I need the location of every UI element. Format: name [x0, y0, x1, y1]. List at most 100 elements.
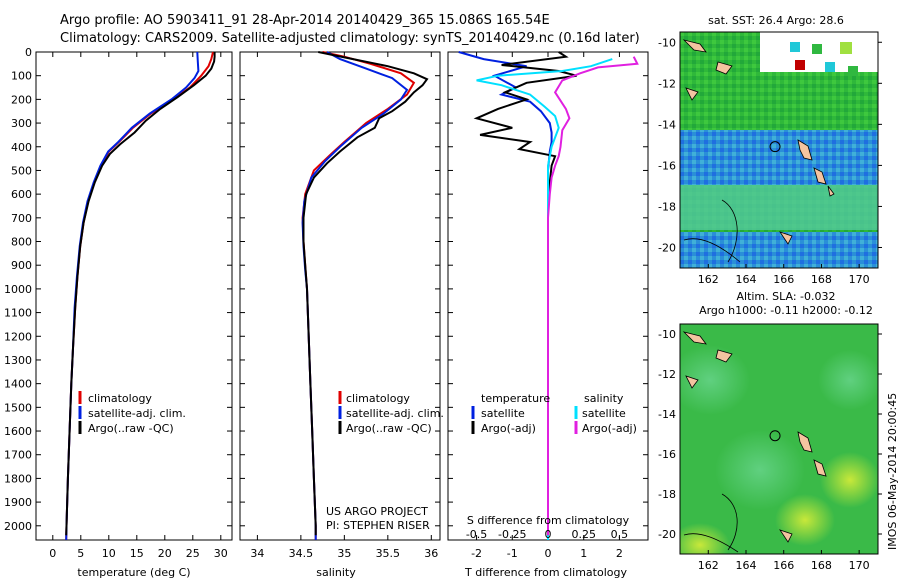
sst-cell — [825, 62, 835, 72]
sst-cell — [795, 60, 805, 70]
lon-tick-label: 170 — [849, 273, 870, 286]
sst-field-mid — [680, 185, 878, 230]
x-tick-label: 30 — [214, 547, 228, 560]
legend-label-climatology: climatology — [346, 392, 410, 405]
difference-y-ticks — [448, 51, 648, 527]
legend-label-s-satellite: satellite — [582, 407, 626, 420]
depth-tick-label: 100 — [11, 70, 32, 83]
sst-cell — [840, 42, 852, 54]
island-shape — [682, 39, 707, 53]
lat-tick-label: -18 — [658, 488, 676, 501]
island-shape — [682, 331, 707, 345]
lat-tick-label: -18 — [658, 200, 676, 213]
sst-field-cool-south — [680, 232, 878, 268]
project-label: US ARGO PROJECT — [326, 505, 428, 518]
legend-label-climatology: climatology — [88, 392, 152, 405]
depth-tick-label: 1700 — [4, 449, 32, 462]
depth-tick-label: 1800 — [4, 472, 32, 485]
temperature-panel: 0100200300400500600700800900100011001200… — [4, 46, 233, 579]
series-line-salinity-argo — [547, 56, 639, 536]
depth-tick-label: 1000 — [4, 283, 32, 296]
depth-tick-label: 400 — [11, 141, 32, 154]
lon-tick-label: 168 — [811, 273, 832, 286]
legend-title-temperature: temperature — [481, 392, 550, 405]
legend-label-t-satellite: satellite — [481, 407, 525, 420]
x-tick-label: 36 — [424, 547, 438, 560]
salinity-y-ticks — [240, 51, 440, 527]
x-tick-label: -1 — [507, 547, 518, 560]
profile-location-marker — [769, 141, 781, 153]
lon-tick-label: 164 — [736, 273, 757, 286]
lon-tick-label: 162 — [698, 273, 719, 286]
sst-map-frame — [679, 31, 879, 269]
lat-tick-label: -16 — [658, 448, 676, 461]
x-tick-label: 35 — [337, 547, 351, 560]
lat-tick-label: -10 — [658, 328, 676, 341]
legend-label-t-argo: Argo(-adj) — [481, 422, 536, 435]
sla-anomaly — [820, 452, 878, 508]
lon-tick-label: 162 — [698, 559, 719, 572]
s-difference-x-label: S difference from climatology — [467, 514, 630, 527]
sla-map-title-line1: Altim. SLA: -0.032 — [736, 290, 835, 303]
s-tick-label: 0 — [545, 528, 552, 541]
lat-tick-label: -12 — [658, 77, 676, 90]
s-tick-label: 0.5 — [611, 528, 629, 541]
salinity-panel: 34 34.5 35 35.5 36 salinity climatology sate… — [239, 51, 444, 579]
figure-title-line2: Climatology: CARS2009. Satellite-adjuste… — [60, 31, 640, 46]
depth-tick-label: 800 — [11, 236, 32, 249]
salinity-series — [301, 51, 429, 540]
sst-cell — [848, 66, 858, 76]
x-tick-label: 25 — [186, 547, 200, 560]
x-tick-label: 20 — [158, 547, 172, 560]
lon-tick-label: 168 — [811, 559, 832, 572]
sla-anomaly — [680, 523, 730, 554]
difference-series — [458, 51, 639, 540]
x-tick-label: -2 — [471, 547, 482, 560]
island-shape — [779, 529, 793, 543]
difference-x-axis: -2 -1 0 1 2 — [471, 52, 623, 560]
island-shape — [813, 459, 827, 477]
s-tick-label: -0.5 — [466, 528, 487, 541]
imos-credit: IMOS 06-May-2014 20:00:45 — [886, 393, 899, 550]
reef-outline — [721, 493, 738, 551]
depth-tick-label: 300 — [11, 117, 32, 130]
sst-cell — [812, 44, 822, 54]
sla-map-title-line2: Argo h1000: -0.11 h2000: -0.12 — [699, 304, 873, 317]
reef-outline — [683, 533, 739, 553]
x-tick-label: 5 — [77, 547, 84, 560]
salinity-legend: climatology satellite-adj. clim. Argo(..… — [338, 391, 444, 435]
lat-tick-label: -20 — [658, 528, 676, 541]
s-tick-label: 0.25 — [571, 528, 596, 541]
reef-outline — [683, 238, 741, 263]
x-tick-label: 34.5 — [289, 547, 314, 560]
island-shape — [779, 231, 793, 245]
depth-tick-label: 500 — [11, 164, 32, 177]
x-tick-label: 0 — [545, 547, 552, 560]
legend-label-s-argo: Argo(-adj) — [582, 422, 637, 435]
sla-anomaly — [818, 350, 878, 410]
sst-map-title: sat. SST: 26.4 Argo: 28.6 — [708, 14, 844, 27]
temperature-x-axis: 0 5 10 15 20 25 30 — [49, 52, 228, 560]
island-shape — [715, 349, 733, 363]
sst-lon-axis: 162 164 166 168 170 — [698, 264, 870, 286]
sla-anomaly — [775, 494, 835, 546]
pi-label: PI: STEPHEN RISER — [326, 519, 430, 532]
x-tick-label: 10 — [102, 547, 116, 560]
reef-outline — [721, 199, 738, 263]
difference-panel: -2 -1 0 1 2 T difference from climatology S … — [447, 51, 649, 579]
island-shape — [685, 87, 699, 101]
depth-tick-label: 700 — [11, 212, 32, 225]
legend-label-argo: Argo(..raw -QC) — [88, 422, 174, 435]
salinity-x-label: salinity — [316, 566, 356, 579]
sla-map-panel: Altim. SLA: -0.032 Argo h1000: -0.11 h20… — [658, 290, 882, 572]
island-shape — [827, 185, 835, 197]
lon-tick-label: 164 — [736, 559, 757, 572]
sla-map-frame — [679, 323, 879, 555]
lat-tick-label: -14 — [658, 118, 676, 131]
sla-anomaly — [680, 345, 750, 415]
island-shape — [715, 61, 733, 75]
sla-anomaly — [715, 430, 805, 510]
sst-field-cool-band — [680, 130, 878, 185]
s-difference-tick-labels: -0.5 -0.25 0 0.25 0.5 — [466, 528, 628, 541]
lat-tick-label: -10 — [658, 36, 676, 49]
